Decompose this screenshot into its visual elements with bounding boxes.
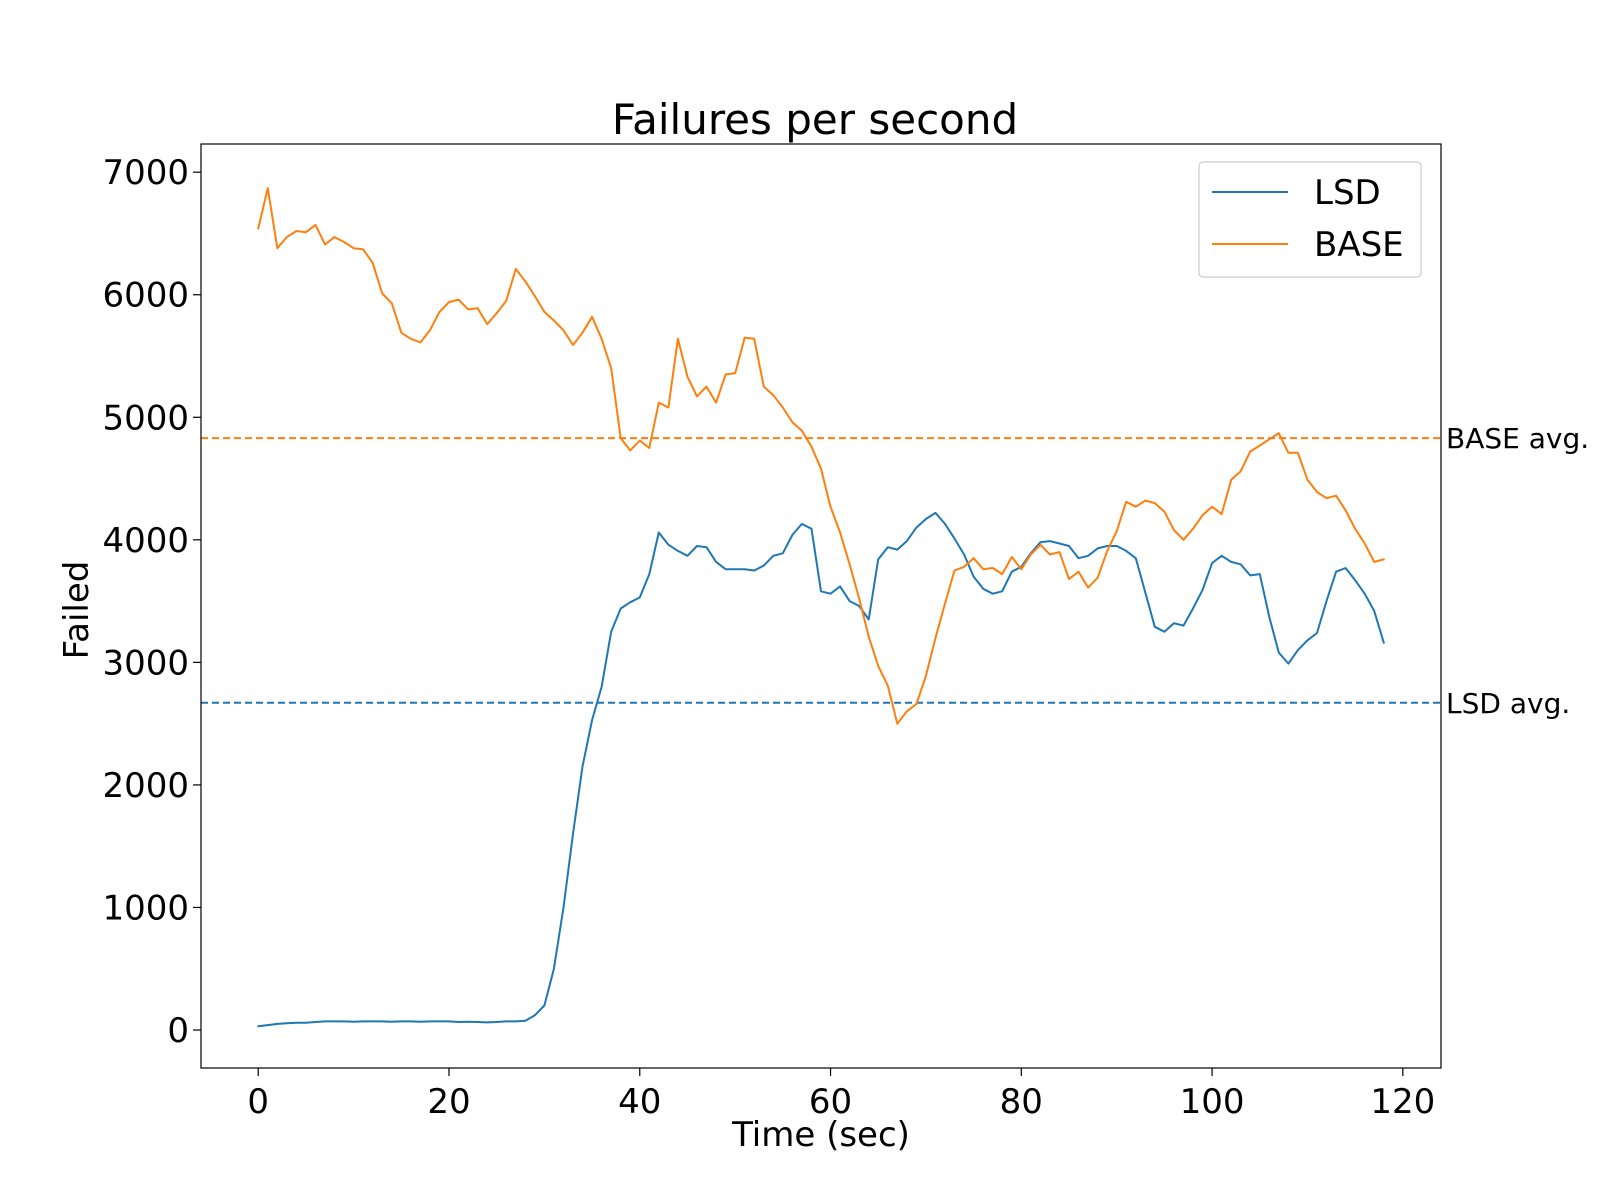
x-tick-label: 60 bbox=[809, 1082, 852, 1122]
x-tick-label: 0 bbox=[247, 1082, 269, 1122]
y-axis: 0 1000 2000 3000 4000 5000 6000 7000 bbox=[102, 153, 201, 1051]
y-tick-label: 0 bbox=[167, 1011, 189, 1051]
y-tick-label: 4000 bbox=[102, 521, 189, 561]
y-tick-label: 6000 bbox=[102, 276, 189, 316]
plot-frame bbox=[200, 143, 1442, 1069]
x-axis: 0 20 40 60 80 100 120 bbox=[247, 1068, 1435, 1122]
average-line-label: BASE avg. bbox=[1446, 422, 1589, 455]
x-tick-label: 20 bbox=[427, 1082, 470, 1122]
y-tick-label: 5000 bbox=[102, 398, 189, 438]
x-tick-label: 40 bbox=[618, 1082, 661, 1122]
legend: LSD BASE bbox=[1198, 161, 1422, 278]
series-line-base bbox=[257, 187, 1385, 725]
x-tick-label: 80 bbox=[1000, 1082, 1043, 1122]
y-tick-label: 1000 bbox=[102, 888, 189, 928]
reference-lines: BASE avg. LSD avg. bbox=[201, 422, 1589, 720]
y-axis-label: Failed bbox=[57, 561, 97, 660]
series-lines bbox=[257, 187, 1385, 1028]
x-tick-label: 100 bbox=[1180, 1082, 1245, 1122]
x-tick-label: 120 bbox=[1370, 1082, 1435, 1122]
average-line-label: LSD avg. bbox=[1446, 687, 1570, 720]
series-line-lsd bbox=[257, 511, 1385, 1028]
legend-label-base: BASE bbox=[1314, 225, 1404, 265]
legend-label-lsd: LSD bbox=[1314, 173, 1381, 213]
chart-title: Failures per second bbox=[612, 95, 1018, 144]
y-tick-label: 3000 bbox=[102, 643, 189, 683]
x-axis-label: Time (sec) bbox=[731, 1115, 910, 1155]
y-tick-label: 2000 bbox=[102, 766, 189, 806]
legend-box bbox=[1198, 161, 1422, 278]
y-tick-label: 7000 bbox=[102, 153, 189, 193]
